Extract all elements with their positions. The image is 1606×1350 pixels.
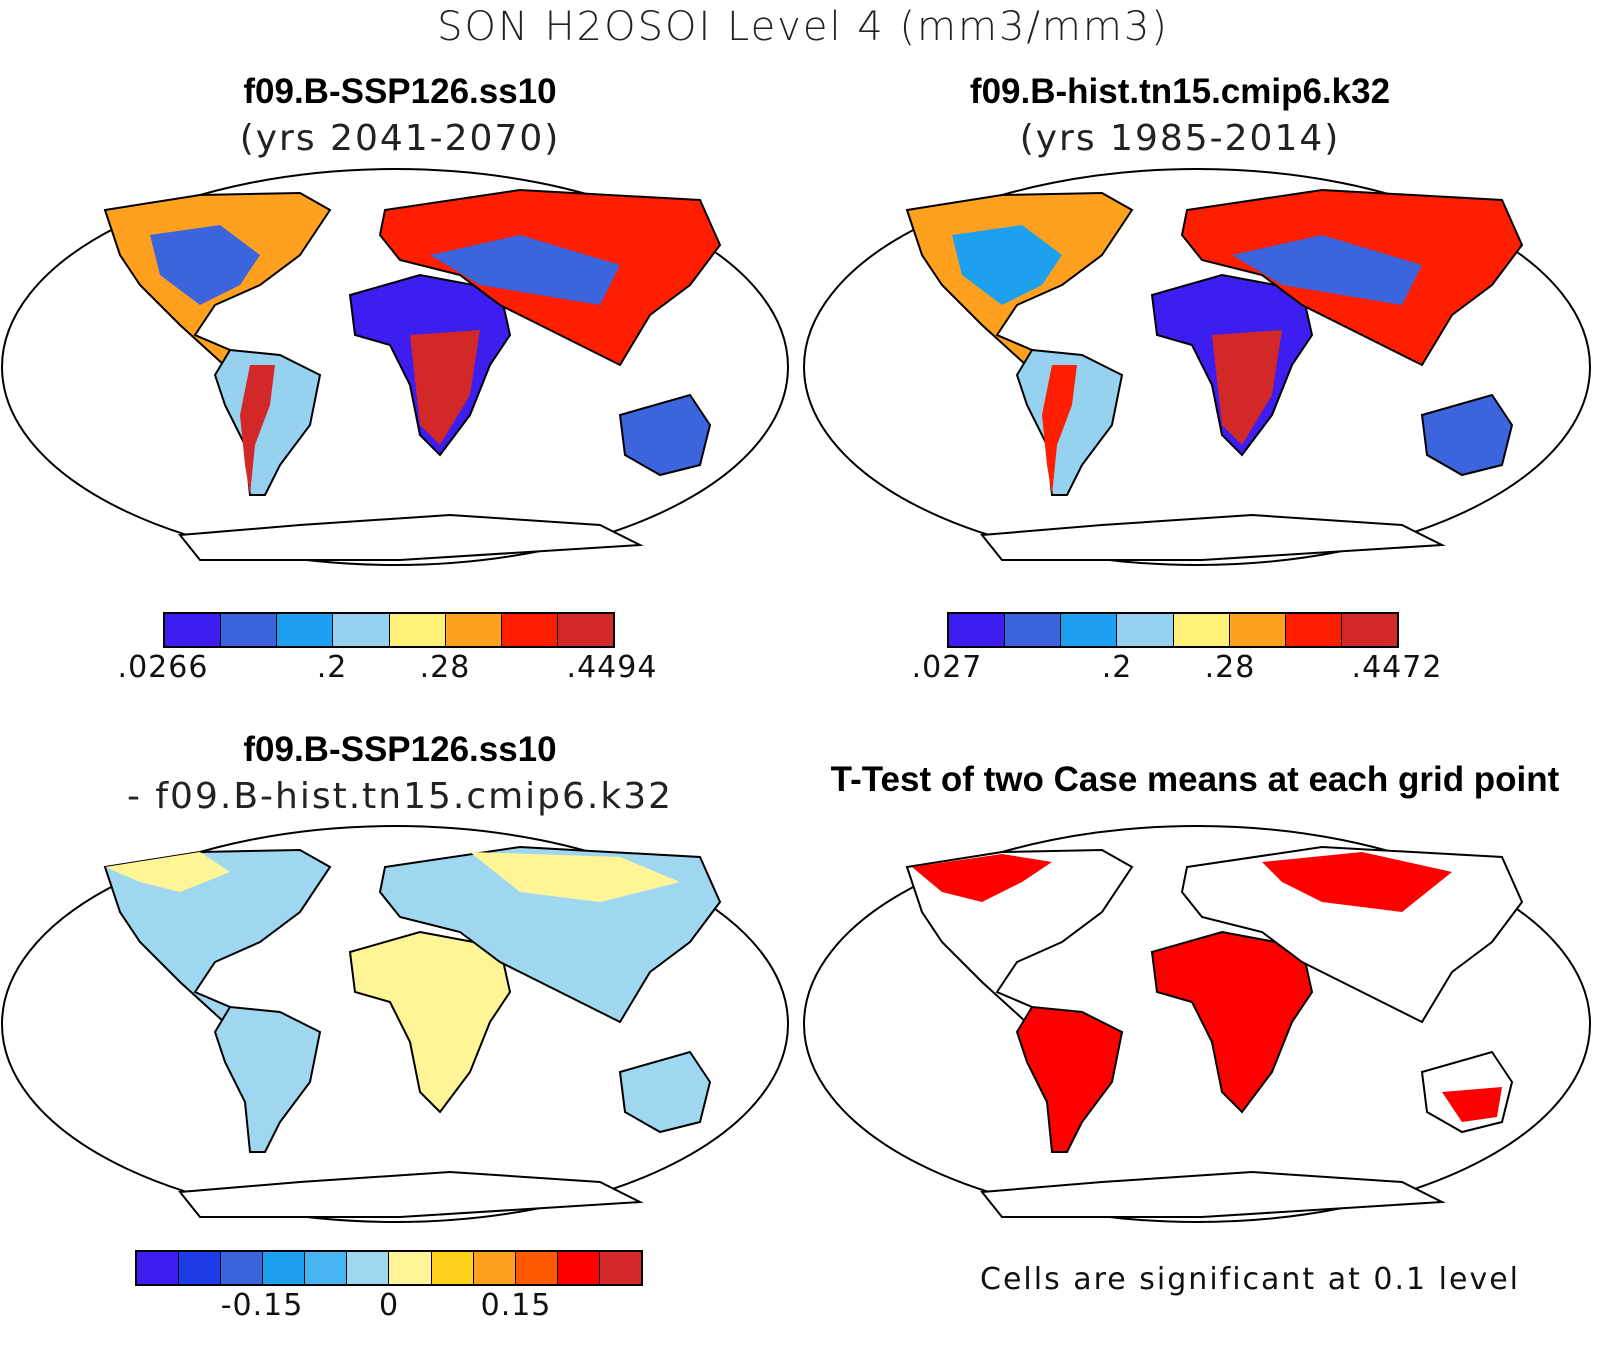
panel2-map (803, 168, 1591, 566)
panel3-title: f09.B-SSP126.ss10 (243, 730, 557, 769)
panel3-swatch (557, 1252, 600, 1284)
panel3-map (1, 825, 789, 1223)
panel2-land (905, 188, 1524, 561)
panel2-cb-label: .2 (1101, 650, 1133, 685)
significance-note: Cells are significant at 0.1 level (980, 1262, 1521, 1297)
panel3-land (103, 845, 722, 1218)
panel1-cb-label: .28 (419, 650, 471, 685)
panel2-swatch (1229, 614, 1286, 646)
panel1-swatch (445, 614, 502, 646)
panel3-swatch (179, 1252, 222, 1284)
panel3-swatch (473, 1252, 516, 1284)
panel3-swatch (599, 1252, 641, 1284)
panel4-title: T-Test of two Case means at each grid po… (830, 760, 1560, 799)
panel3-cb-label: 0 (378, 1288, 400, 1323)
panel2-swatch (1173, 614, 1230, 646)
panel1-title: f09.B-SSP126.ss10 (243, 72, 557, 111)
panel1-swatch (165, 614, 222, 646)
panel1-cb-label: .2 (316, 650, 348, 685)
panel2-swatch (1341, 614, 1397, 646)
panel1-map (1, 168, 789, 566)
panel1-swatch (501, 614, 558, 646)
panel1-subtitle: (yrs 2041-2070) (239, 118, 561, 159)
panel2-subtitle: (yrs 1985-2014) (1019, 118, 1341, 159)
panel2-swatch (1117, 614, 1174, 646)
panel3-cb-label: -0.15 (220, 1288, 304, 1323)
panel3-swatch (305, 1252, 348, 1284)
panel3-swatch (263, 1252, 306, 1284)
panel2-swatch (949, 614, 1006, 646)
panel3-swatch (515, 1252, 558, 1284)
panel3-subtitle: - f09.B-hist.tn15.cmip6.k32 (126, 776, 674, 817)
panel1-land (103, 188, 722, 561)
panel1-swatch (557, 614, 613, 646)
panel1-swatch (277, 614, 334, 646)
panel2-swatch (1061, 614, 1118, 646)
panel3-swatch (347, 1252, 390, 1284)
panel1-swatch (333, 614, 390, 646)
panel1-swatch (389, 614, 446, 646)
panel4-map (803, 825, 1591, 1223)
panel3-swatch (389, 1252, 432, 1284)
panel3-colorbar (135, 1250, 643, 1286)
panel3-swatch (221, 1252, 264, 1284)
panel2-swatch (1285, 614, 1342, 646)
panel2-cb-label: .4472 (1351, 650, 1443, 685)
panel3-cb-label: 0.15 (480, 1288, 552, 1323)
panel2-cb-label: .027 (911, 650, 983, 685)
panel1-cb-label: .4494 (566, 650, 658, 685)
panel2-swatch (1005, 614, 1062, 646)
panel1-swatch (221, 614, 278, 646)
panel2-colorbar (947, 612, 1399, 648)
panel3-swatch (431, 1252, 474, 1284)
figure-title: SON H2OSOI Level 4 (mm3/mm3) (437, 4, 1169, 50)
panel3-swatch (137, 1252, 180, 1284)
panel4-land (905, 845, 1524, 1218)
panel2-title: f09.B-hist.tn15.cmip6.k32 (969, 72, 1391, 111)
panel1-colorbar (163, 612, 615, 648)
panel1-cb-label: .0266 (117, 650, 209, 685)
panel2-cb-label: .28 (1204, 650, 1256, 685)
